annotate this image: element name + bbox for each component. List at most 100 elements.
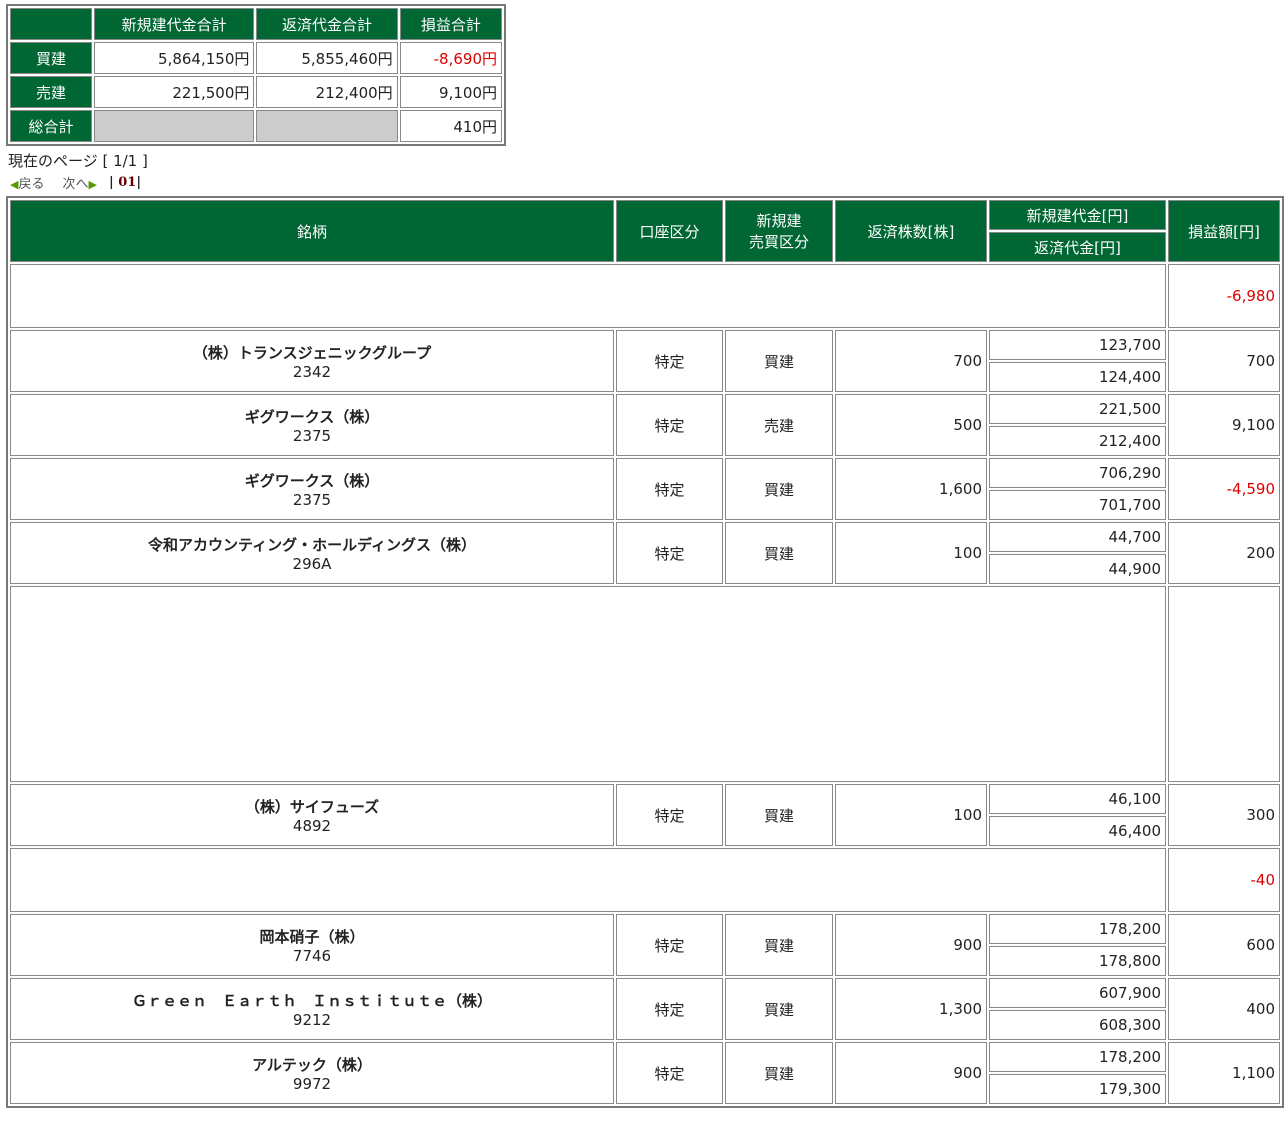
qty-cell: 500 — [835, 394, 987, 456]
table-row: （株）サイフューズ 4892 特定 買建 100 46,100 300 — [10, 784, 1280, 846]
return-amount-cell: 608,300 — [989, 1010, 1166, 1040]
new-amount-cell: 607,900 — [989, 978, 1166, 1008]
summary-table: 新規建代金合計 返済代金合計 損益合計 買建 5,864,150円 5,855,… — [6, 4, 506, 146]
name-cell: （株）サイフューズ 4892 — [10, 784, 614, 846]
pl-cell: -4,590 — [1168, 458, 1280, 520]
stock-name: 令和アカウンティング・ホールディングス（株） — [147, 535, 477, 554]
header-name: 銘柄 — [10, 200, 614, 262]
account-cell: 特定 — [616, 978, 723, 1040]
pl-cell: 9,100 — [1168, 394, 1280, 456]
pl-cell: 600 — [1168, 914, 1280, 976]
header-pl: 損益額[円] — [1168, 200, 1280, 262]
side-cell: 買建 — [725, 784, 833, 846]
name-cell: 令和アカウンティング・ホールディングス（株） 296A — [10, 522, 614, 584]
new-amount-cell: 178,200 — [989, 1042, 1166, 1072]
pl-cell: 700 — [1168, 330, 1280, 392]
cell: 5,855,460円 — [256, 42, 398, 74]
cell: 212,400円 — [256, 76, 398, 108]
side-cell: 買建 — [725, 458, 833, 520]
pagination: ◀戻る 次へ▶ | 01| — [10, 175, 142, 192]
table-row: ギグワークス（株） 2375 特定 買建 1,600 706,290 -4,590 — [10, 458, 1280, 520]
side-cell: 買建 — [725, 522, 833, 584]
qty-cell: 1,600 — [835, 458, 987, 520]
new-amount-cell: 706,290 — [989, 458, 1166, 488]
table-row: ギグワークス（株） 2375 特定 売建 500 221,500 9,100 — [10, 394, 1280, 456]
stock-name: 岡本硝子（株） — [259, 927, 365, 946]
row-label: 買建 — [10, 42, 92, 74]
pl-cell: 300 — [1168, 784, 1280, 846]
table-row: -6,980 — [10, 264, 1280, 328]
new-amount-cell: 123,700 — [989, 330, 1166, 360]
side-cell: 買建 — [725, 330, 833, 392]
side-cell: 買建 — [725, 1042, 833, 1104]
return-amount-cell: 178,800 — [989, 946, 1166, 976]
stock-name: ギグワークス（株） — [244, 471, 380, 490]
cell: 221,500円 — [94, 76, 255, 108]
header-return-amount: 返済代金[円] — [989, 232, 1166, 262]
pl-cell: -40 — [1168, 848, 1280, 912]
name-cell: ギグワークス（株） 2375 — [10, 394, 614, 456]
return-amount-cell: 701,700 — [989, 490, 1166, 520]
name-cell: Ｇｒｅｅｎ Ｅａｒｔｈ Ｉｎｓｔｉｔｕｔｅ（株） 9212 — [10, 978, 614, 1040]
header-pl-total: 損益合計 — [399, 8, 502, 40]
header-qty: 返済株数[株] — [835, 200, 987, 262]
stock-code: 2342 — [292, 362, 332, 381]
stock-name: アルテック（株） — [252, 1055, 372, 1074]
qty-cell: 100 — [835, 784, 987, 846]
table-row: （株）トランスジェニックグループ 2342 特定 買建 700 123,700 7… — [10, 330, 1280, 392]
account-cell: 特定 — [616, 458, 723, 520]
pl-cell: -6,980 — [1168, 264, 1280, 328]
pl-cell: 400 — [1168, 978, 1280, 1040]
side-cell: 買建 — [725, 914, 833, 976]
next-link[interactable]: 次へ▶ — [62, 177, 97, 192]
stock-code: 4892 — [292, 816, 332, 835]
cell: 9,100円 — [399, 76, 502, 108]
cell: 410円 — [399, 110, 502, 142]
qty-cell: 900 — [835, 1042, 987, 1104]
prev-link[interactable]: ◀戻る — [10, 177, 45, 192]
header-new-amount: 新規建代金[円] — [989, 200, 1166, 230]
side-cell: 買建 — [725, 978, 833, 1040]
name-cell: アルテック（株） 9972 — [10, 1042, 614, 1104]
name-cell: 岡本硝子（株） 7746 — [10, 914, 614, 976]
stock-name: Ｇｒｅｅｎ Ｅａｒｔｈ Ｉｎｓｔｉｔｕｔｅ（株） — [131, 991, 492, 1010]
account-cell: 特定 — [616, 394, 723, 456]
table-row: Ｇｒｅｅｎ Ｅａｒｔｈ Ｉｎｓｔｉｔｕｔｅ（株） 9212 特定 買建 1,300… — [10, 978, 1280, 1040]
return-amount-cell: 179,300 — [989, 1074, 1166, 1104]
pl-cell: 200 — [1168, 522, 1280, 584]
account-cell: 特定 — [616, 914, 723, 976]
qty-cell: 100 — [835, 522, 987, 584]
name-cell: （株）トランスジェニックグループ 2342 — [10, 330, 614, 392]
table-row: アルテック（株） 9972 特定 買建 900 178,200 1,100 — [10, 1042, 1280, 1104]
header-new-total: 新規建代金合計 — [94, 8, 255, 40]
pl-cell — [1168, 586, 1280, 782]
positions-table: 銘柄 口座区分 新規建 売買区分 返済株数[株] 新規建代金[円] 損益額[円] … — [6, 196, 1284, 1108]
return-amount-cell: 212,400 — [989, 426, 1166, 456]
table-row: 岡本硝子（株） 7746 特定 買建 900 178,200 600 — [10, 914, 1280, 976]
cell: -8,690円 — [399, 42, 502, 74]
triangle-left-icon: ◀ — [10, 178, 19, 191]
return-amount-cell: 44,900 — [989, 554, 1166, 584]
stock-code: 2375 — [292, 490, 332, 509]
stock-code: 9972 — [292, 1074, 332, 1093]
account-cell: 特定 — [616, 330, 723, 392]
table-row: 令和アカウンティング・ホールディングス（株） 296A 特定 買建 100 44,… — [10, 522, 1280, 584]
header-side: 新規建 売買区分 — [725, 200, 833, 262]
triangle-right-icon: ▶ — [88, 178, 97, 191]
account-cell: 特定 — [616, 1042, 723, 1104]
row-label: 売建 — [10, 76, 92, 108]
pl-cell: 1,100 — [1168, 1042, 1280, 1104]
table-row: -40 — [10, 848, 1280, 912]
return-amount-cell: 124,400 — [989, 362, 1166, 392]
qty-cell: 1,300 — [835, 978, 987, 1040]
new-amount-cell: 44,700 — [989, 522, 1166, 552]
stock-code: 7746 — [292, 946, 332, 965]
stock-name: ギグワークス（株） — [244, 407, 380, 426]
stock-name: （株）サイフューズ — [244, 797, 380, 816]
side-cell: 売建 — [725, 394, 833, 456]
new-amount-cell: 46,100 — [989, 784, 1166, 814]
qty-cell: 900 — [835, 914, 987, 976]
account-cell: 特定 — [616, 784, 723, 846]
page-link[interactable]: 01 — [118, 175, 137, 190]
new-amount-cell: 178,200 — [989, 914, 1166, 944]
